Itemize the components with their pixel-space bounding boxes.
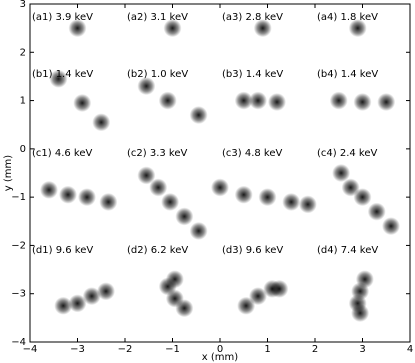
panel-label: (c4) 2.4 keV bbox=[317, 148, 378, 159]
panel-label: (a3) 2.8 keV bbox=[222, 12, 283, 23]
track-blob bbox=[351, 304, 370, 323]
track-blob bbox=[137, 166, 156, 185]
track-blob bbox=[249, 91, 267, 110]
y-tick-label: −4 bbox=[11, 337, 26, 348]
track-blob bbox=[253, 19, 272, 38]
y-tick-label: 2 bbox=[20, 47, 26, 58]
track-blob bbox=[78, 188, 96, 207]
track-blob bbox=[298, 195, 317, 214]
track-blob bbox=[149, 178, 168, 197]
track-blob bbox=[59, 185, 77, 204]
track-blob bbox=[158, 91, 177, 110]
panel-label: (c1) 4.6 keV bbox=[32, 148, 93, 159]
x-tick-label: −2 bbox=[118, 344, 133, 355]
panel-label: (d3) 9.6 keV bbox=[222, 245, 283, 256]
track-blob bbox=[73, 93, 92, 112]
track-blob bbox=[377, 93, 396, 112]
panel-label: (d4) 7.4 keV bbox=[317, 245, 378, 256]
x-tick-label: 1 bbox=[264, 344, 270, 355]
track-blob bbox=[353, 188, 372, 207]
panel-label: (d1) 9.6 keV bbox=[32, 245, 93, 256]
panel-label: (c2) 3.3 keV bbox=[127, 148, 188, 159]
track-blob bbox=[367, 202, 386, 221]
track-blob bbox=[348, 19, 367, 38]
track-blob bbox=[282, 192, 301, 211]
panel-label: (a1) 3.9 keV bbox=[32, 12, 93, 23]
y-tick-label: −2 bbox=[11, 240, 26, 251]
x-tick-label: −4 bbox=[23, 344, 38, 355]
panel-label: (a4) 1.8 keV bbox=[317, 12, 378, 23]
y-tick-label: −3 bbox=[11, 289, 26, 300]
track-blob bbox=[258, 188, 277, 207]
y-tick-label: 3 bbox=[20, 0, 26, 10]
track-blob bbox=[211, 178, 229, 197]
track-blob bbox=[92, 113, 111, 132]
track-blob bbox=[163, 19, 182, 38]
panel-label: (d2) 6.2 keV bbox=[127, 245, 188, 256]
x-tick-label: 3 bbox=[359, 344, 365, 355]
track-blob bbox=[332, 164, 351, 182]
panel-label: (a2) 3.1 keV bbox=[127, 12, 188, 23]
track-blob bbox=[268, 93, 286, 112]
track-blob bbox=[97, 282, 115, 301]
track-blob bbox=[189, 106, 208, 125]
y-tick-label: 0 bbox=[20, 144, 26, 155]
track-blob bbox=[54, 296, 73, 315]
panel-label: (b4) 1.4 keV bbox=[317, 69, 378, 80]
track-blob bbox=[68, 294, 87, 313]
track-blob bbox=[161, 192, 180, 211]
track-blob bbox=[49, 69, 68, 88]
track-blob bbox=[270, 279, 289, 298]
track-blob bbox=[175, 299, 194, 318]
x-tick-label: 2 bbox=[312, 344, 318, 355]
y-tick-label: −1 bbox=[11, 192, 26, 203]
track-blob bbox=[249, 287, 267, 306]
x-tick-label: −1 bbox=[165, 344, 180, 355]
track-blob bbox=[353, 93, 372, 112]
y-axis-label: y (mm) bbox=[3, 155, 14, 191]
y-tick-label: 1 bbox=[20, 96, 26, 107]
panel-label: (b1) 1.4 keV bbox=[32, 69, 93, 80]
track-blob bbox=[99, 192, 118, 211]
x-tick-label: 0 bbox=[217, 344, 223, 355]
plot-area bbox=[40, 19, 400, 323]
x-axis-label: x (mm) bbox=[202, 352, 238, 363]
track-blob bbox=[234, 91, 253, 110]
x-tick-label: 4 bbox=[407, 344, 413, 355]
track-blob bbox=[175, 207, 194, 226]
track-blob bbox=[82, 287, 101, 306]
track-blob bbox=[137, 77, 156, 96]
track-blob bbox=[40, 180, 58, 199]
track-blob bbox=[329, 91, 348, 110]
panel-label: (c3) 4.8 keV bbox=[222, 148, 283, 159]
panel-label: (b2) 1.0 keV bbox=[127, 69, 188, 80]
track-blob bbox=[234, 185, 253, 204]
track-blob bbox=[189, 221, 208, 240]
track-blob bbox=[382, 217, 400, 236]
track-blob bbox=[68, 19, 87, 38]
panel-label: (b3) 1.4 keV bbox=[222, 69, 283, 80]
x-tick-label: −3 bbox=[70, 344, 85, 355]
